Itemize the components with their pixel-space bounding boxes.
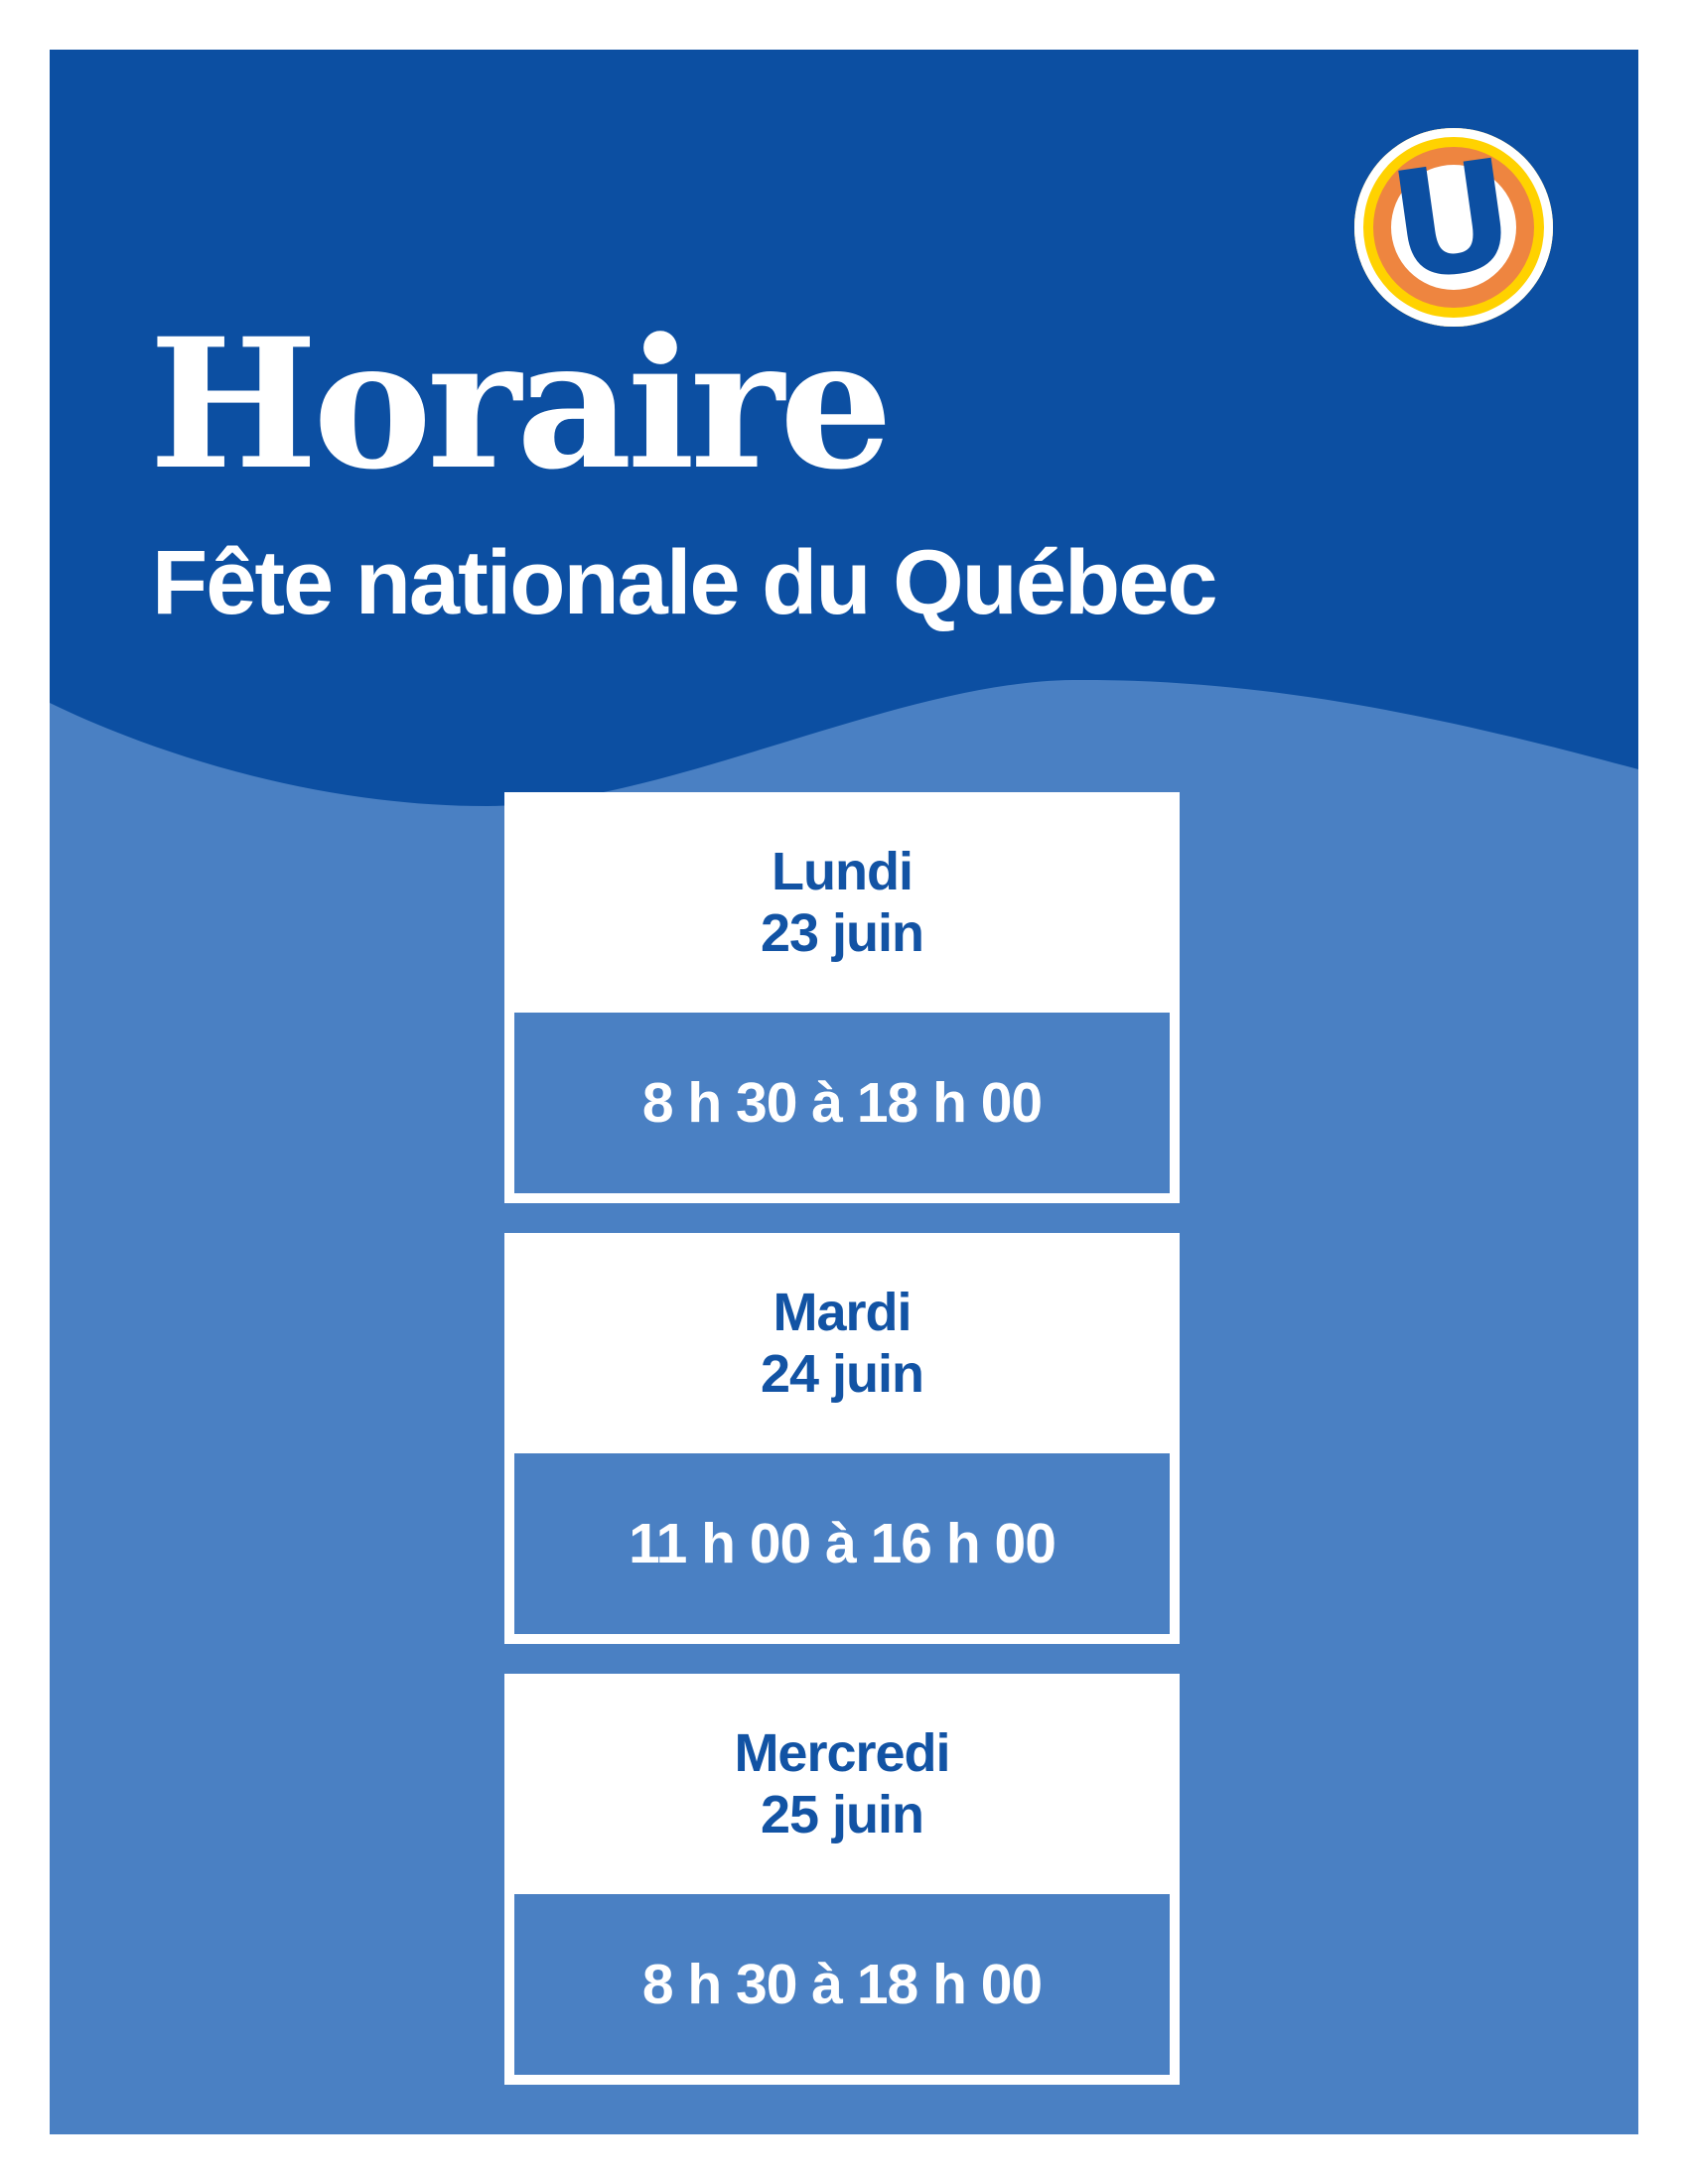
hours-text: 11 h 00 à 16 h 00 bbox=[629, 1511, 1056, 1575]
day-date: 25 juin bbox=[760, 1785, 924, 1844]
schedule-cards: Lundi 23 juin 8 h 30 à 18 h 00 Mardi 24 … bbox=[504, 792, 1180, 2085]
card-day-label: Mardi 24 juin bbox=[514, 1233, 1170, 1453]
day-date: 24 juin bbox=[760, 1344, 924, 1404]
brand-logo-icon: U bbox=[1354, 127, 1553, 327]
schedule-card-monday: Lundi 23 juin 8 h 30 à 18 h 00 bbox=[504, 792, 1180, 1203]
poster-title: Horaire bbox=[149, 300, 893, 509]
schedule-card-wednesday: Mercredi 25 juin 8 h 30 à 18 h 00 bbox=[504, 1674, 1180, 2085]
day-name: Mardi bbox=[773, 1283, 912, 1342]
hours-text: 8 h 30 à 18 h 00 bbox=[641, 1952, 1043, 2016]
card-day-label: Mercredi 25 juin bbox=[514, 1674, 1170, 1894]
hours-text: 8 h 30 à 18 h 00 bbox=[641, 1070, 1043, 1135]
poster-subtitle: Fête nationale du Québec bbox=[152, 532, 1218, 633]
card-hours-label: 8 h 30 à 18 h 00 bbox=[514, 1894, 1170, 2075]
header-wave-shape bbox=[50, 50, 1638, 806]
day-date: 23 juin bbox=[760, 903, 924, 963]
day-name: Mercredi bbox=[734, 1723, 950, 1783]
day-name: Lundi bbox=[772, 842, 914, 901]
card-hours-label: 11 h 00 à 16 h 00 bbox=[514, 1453, 1170, 1634]
card-day-label: Lundi 23 juin bbox=[514, 792, 1170, 1013]
logo-letter-u: U bbox=[1380, 127, 1525, 316]
poster-content: U Horaire Fête nationale du Québec Lundi… bbox=[50, 50, 1638, 2134]
schedule-card-tuesday: Mardi 24 juin 11 h 00 à 16 h 00 bbox=[504, 1233, 1180, 1644]
card-hours-label: 8 h 30 à 18 h 00 bbox=[514, 1013, 1170, 1193]
